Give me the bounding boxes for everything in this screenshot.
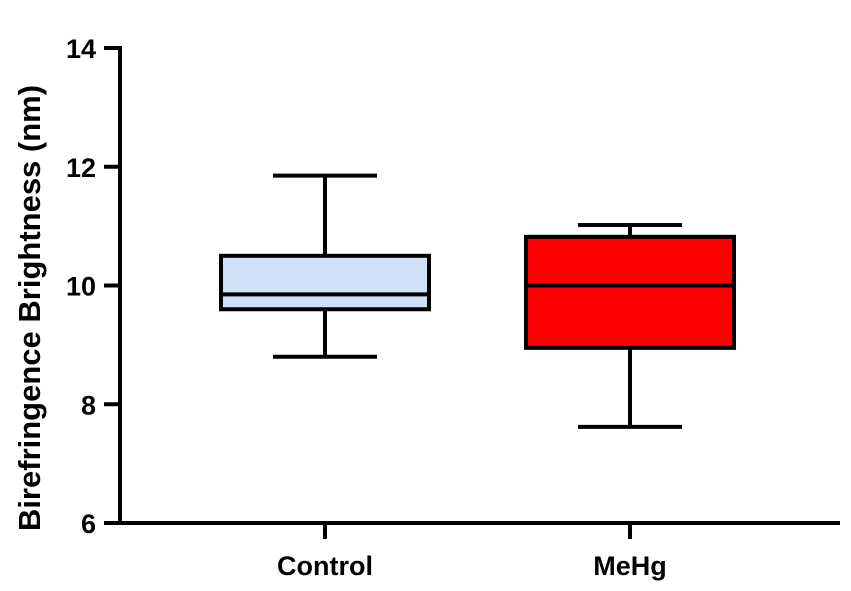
x-tick-label: Control	[277, 551, 373, 581]
box-control	[219, 173, 431, 359]
iqr-box	[524, 234, 736, 350]
y-axis-title: Birefringence Brightness (nm)	[12, 85, 47, 531]
iqr-box	[219, 253, 431, 312]
y-tick-label: 10	[66, 272, 96, 302]
y-tick-label: 6	[81, 509, 96, 539]
y-tick-label: 12	[66, 153, 96, 183]
boxes	[219, 173, 736, 429]
y-tick-label: 14	[66, 34, 96, 64]
x-axis: Control MeHg	[118, 521, 840, 581]
box-mehg	[524, 222, 736, 429]
y-tick-label: 8	[81, 390, 96, 420]
y-axis: 6 8 10 12 14	[66, 34, 122, 539]
x-tick-label: MeHg	[593, 551, 667, 581]
